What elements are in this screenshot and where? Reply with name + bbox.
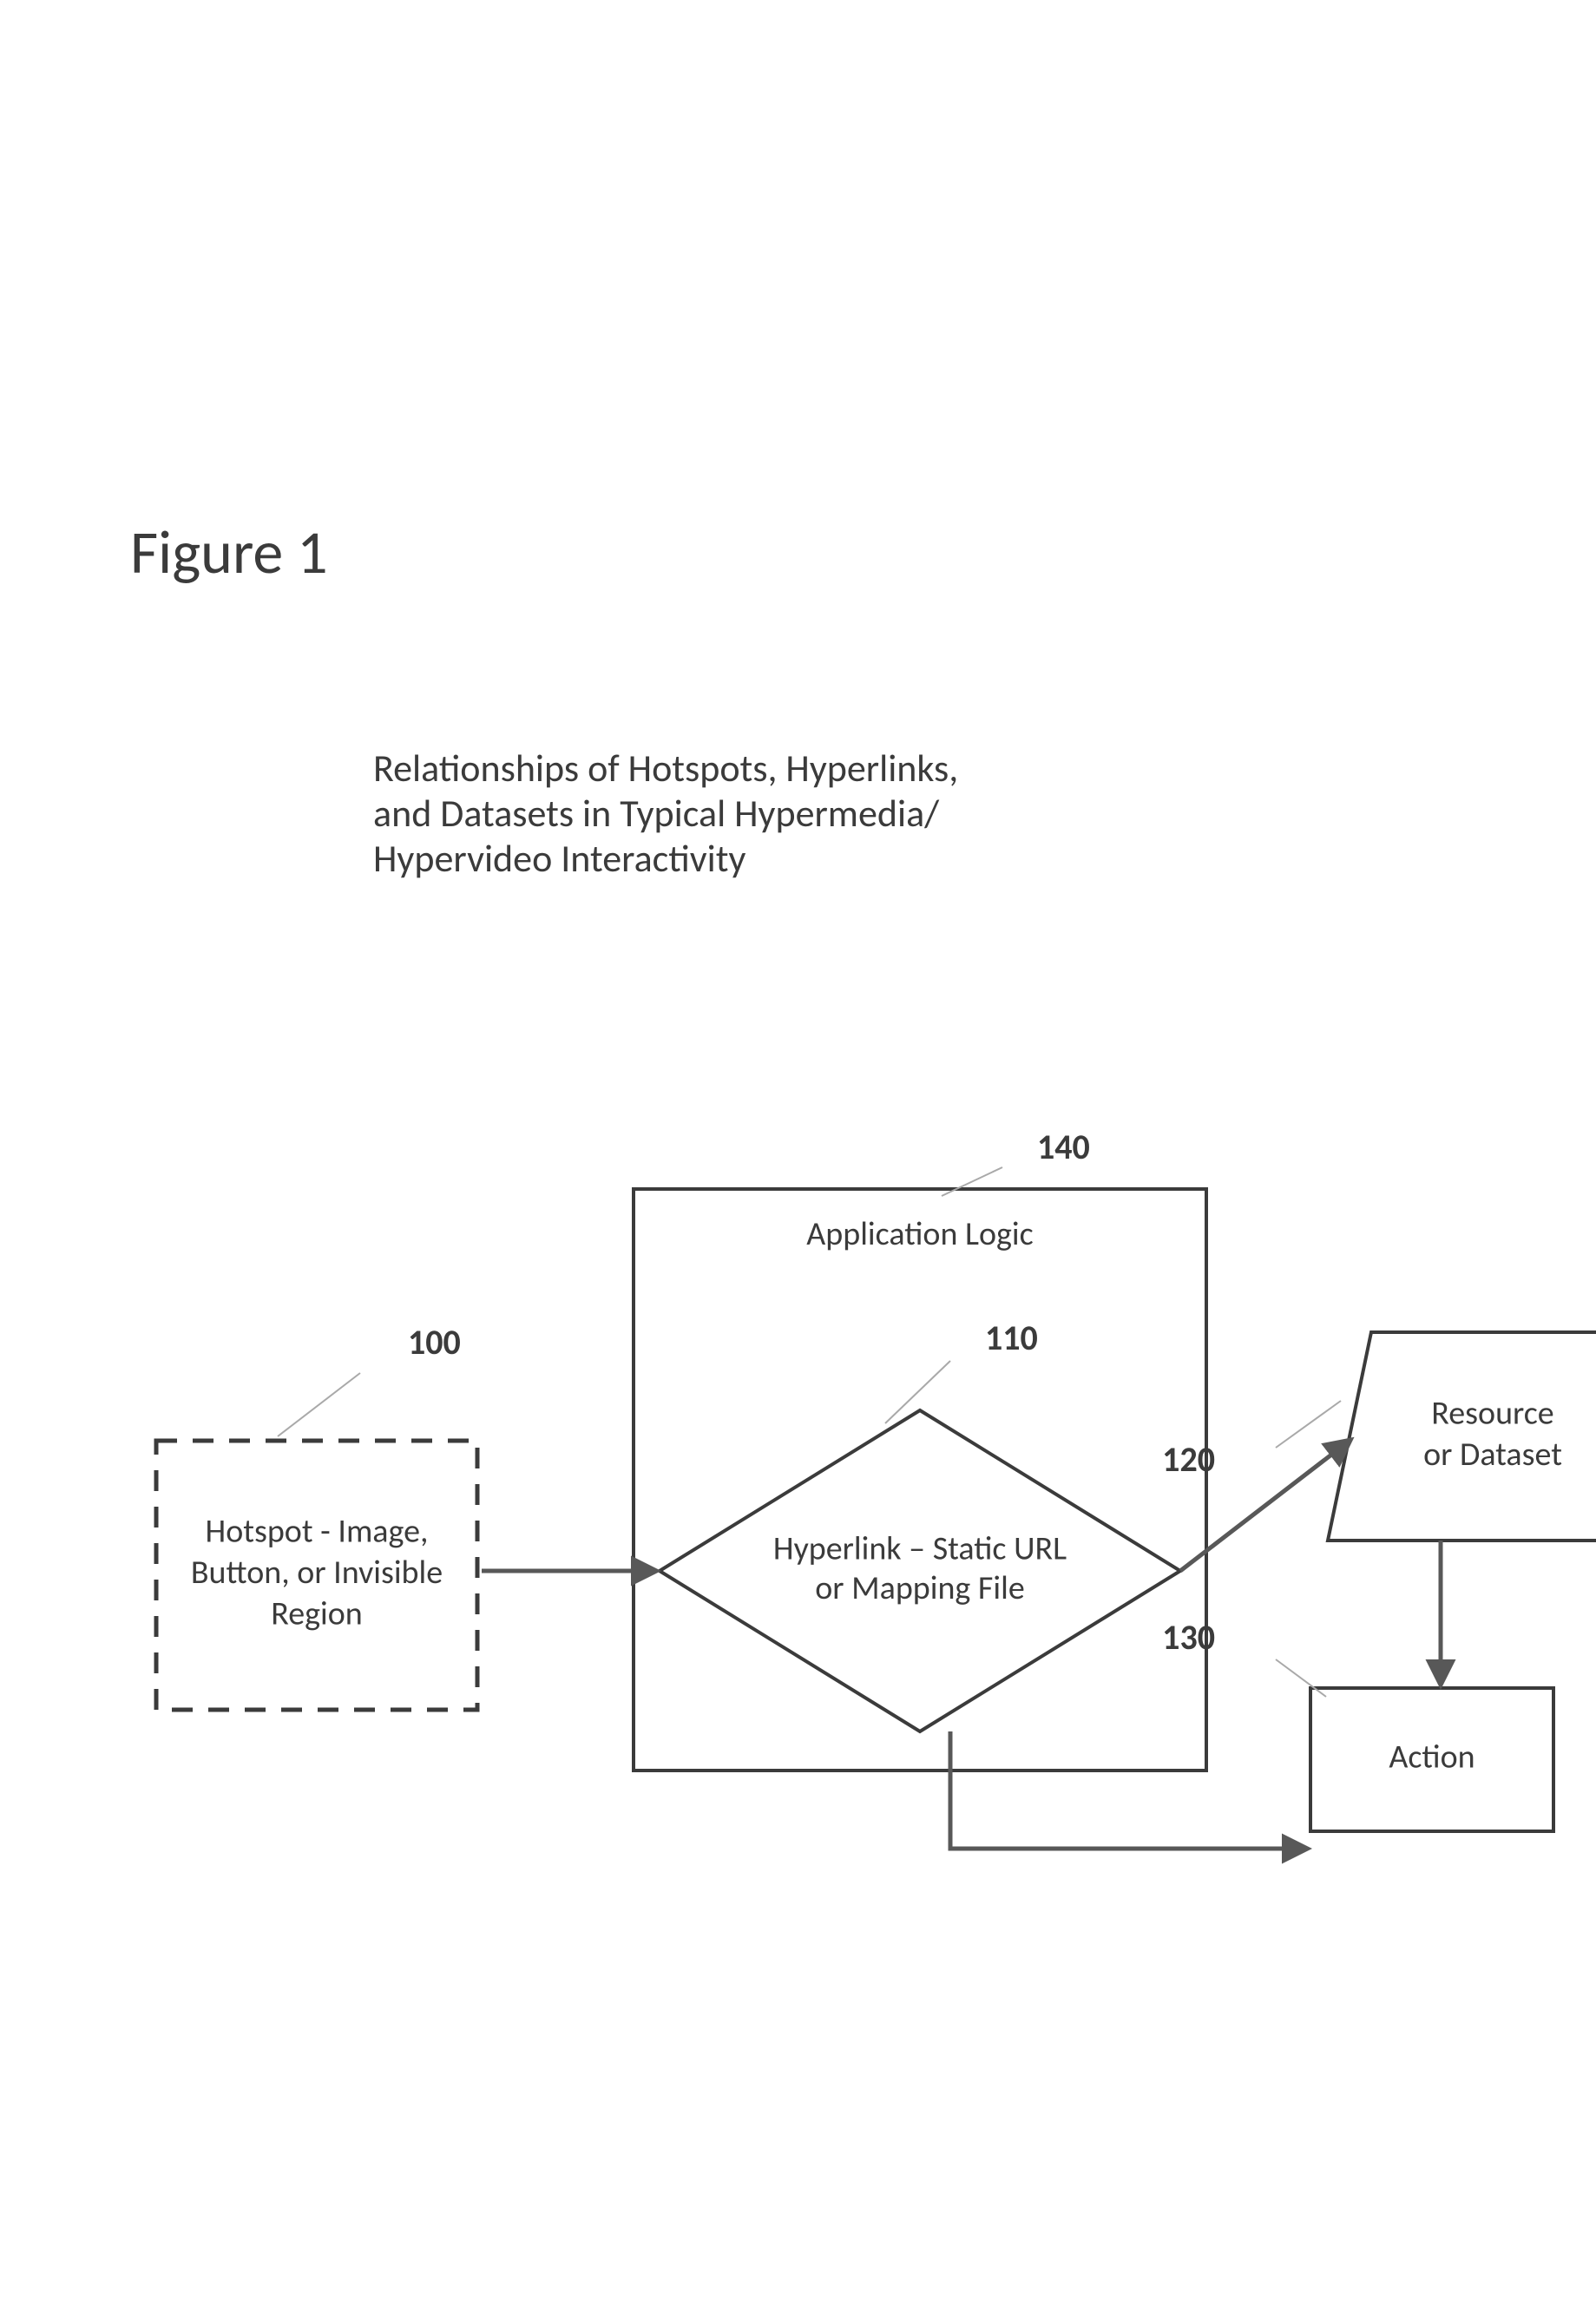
action-box: Action [1310, 1688, 1553, 1831]
svg-text:Application Logic: Application Logic [806, 1214, 1033, 1254]
svg-text:100: 100 [408, 1321, 461, 1363]
ref-hotspot: 100 [278, 1321, 461, 1436]
svg-text:Region: Region [271, 1594, 362, 1634]
resource-parallelogram: Resourceor Dataset [1328, 1332, 1596, 1541]
svg-text:120: 120 [1162, 1438, 1215, 1481]
svg-text:Resource: Resource [1431, 1393, 1553, 1433]
svg-text:140: 140 [1037, 1126, 1090, 1168]
svg-text:Relationships of Hotspots, Hyp: Relationships of Hotspots, Hyperlinks, [373, 745, 958, 792]
hotspot-box: Hotspot - Image,Button, or InvisibleRegi… [156, 1441, 477, 1710]
hyperlink-diamond: Hyperlink – Static URLor Mapping File [660, 1410, 1180, 1731]
svg-text:Hypervideo Interactivity: Hypervideo Interactivity [373, 835, 746, 882]
hyperlink-to-action [950, 1731, 1306, 1849]
ref-hyperlink: 110 [885, 1317, 1038, 1423]
svg-text:and Datasets in Typical Hyperm: and Datasets in Typical Hypermedia/ [373, 790, 940, 837]
figure-label: Figure 1 [130, 515, 328, 589]
svg-text:Button, or Invisible: Button, or Invisible [191, 1553, 443, 1593]
svg-text:or Dataset: or Dataset [1423, 1435, 1562, 1475]
ref-applogic: 140 [942, 1126, 1090, 1196]
svg-text:Hyperlink – Static URL: Hyperlink – Static URL [773, 1528, 1067, 1568]
svg-text:Hotspot - Image,: Hotspot - Image, [206, 1512, 429, 1552]
svg-text:130: 130 [1162, 1616, 1215, 1659]
diagram-title: Relationships of Hotspots, Hyperlinks,an… [373, 745, 958, 882]
svg-text:or Mapping File: or Mapping File [815, 1568, 1024, 1608]
svg-text:110: 110 [985, 1317, 1038, 1359]
svg-text:Action: Action [1389, 1738, 1474, 1777]
ref-action: 130 [1162, 1616, 1326, 1697]
